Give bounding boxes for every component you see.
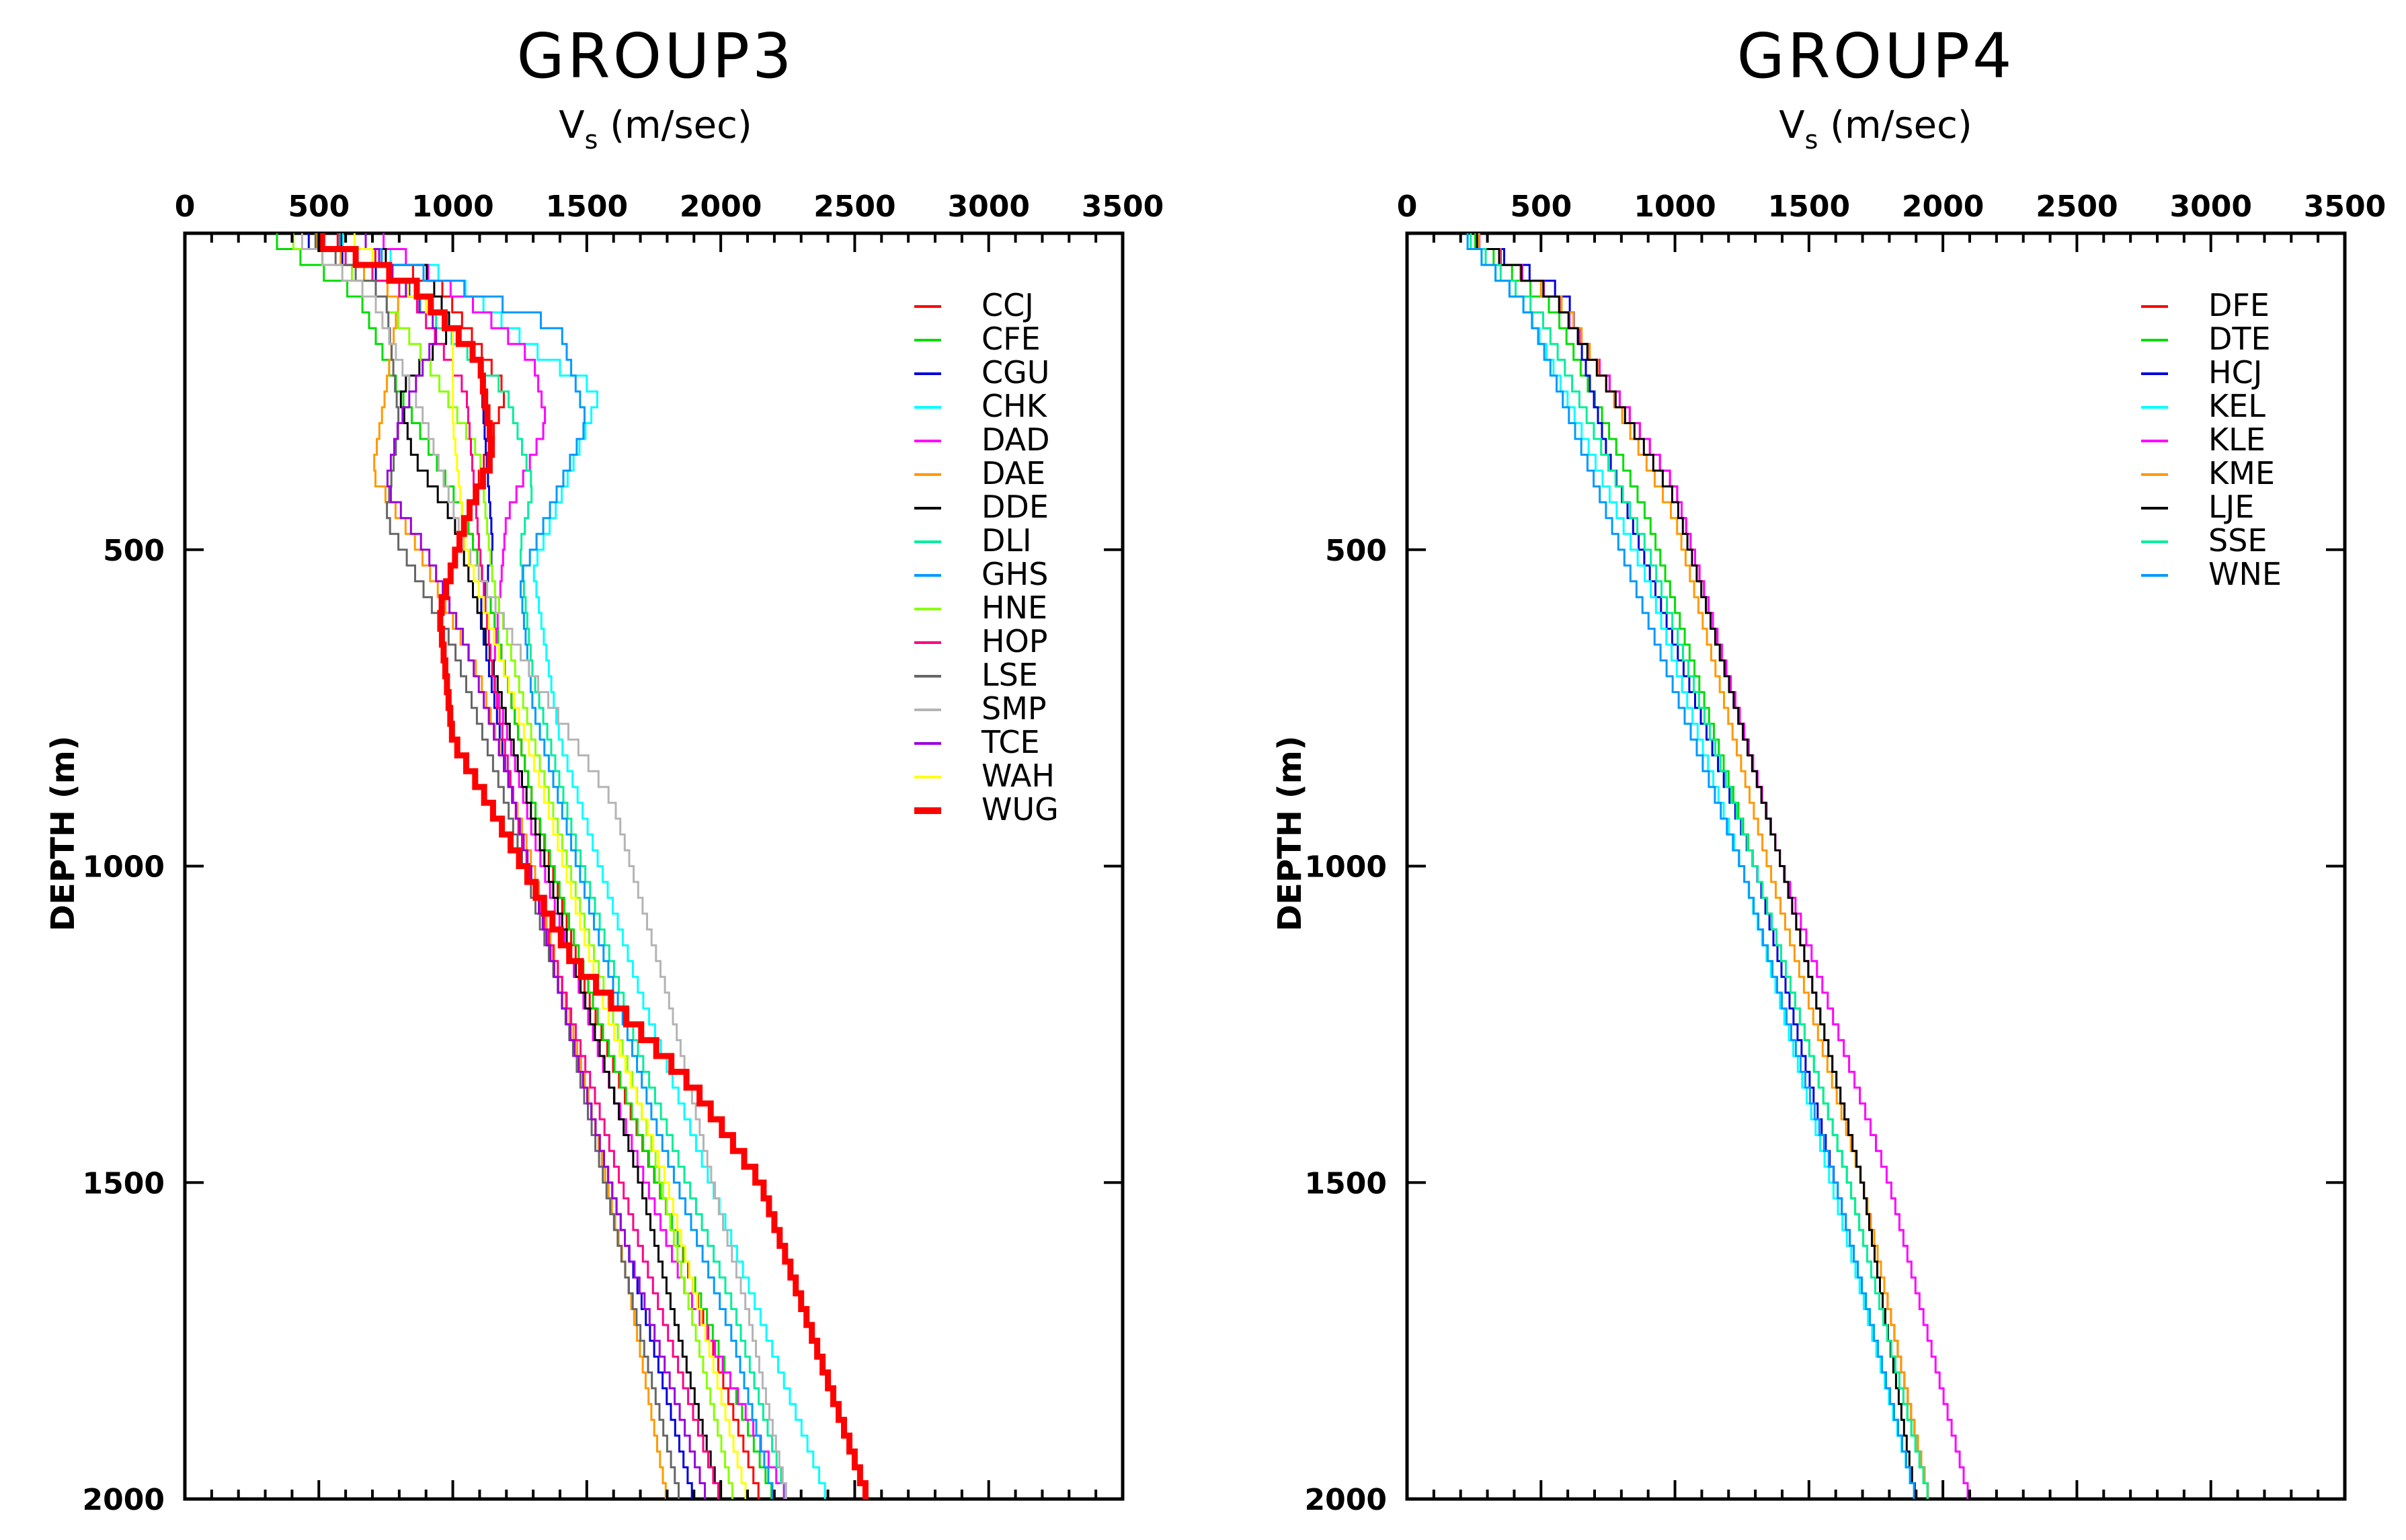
series-cfe [276, 233, 772, 1499]
series-wug [319, 233, 869, 1499]
x-tick-label: 2500 [813, 190, 895, 224]
legend-label-dad: DAD [981, 421, 1050, 458]
legend-label-sse: SSE [2208, 522, 2267, 559]
x-tick-label: 500 [288, 190, 350, 224]
legend-label-lse: LSE [981, 657, 1038, 693]
series-dfe [1478, 233, 1929, 1499]
series-smp [300, 233, 787, 1499]
y-axis-label: DEPTH (m) [44, 735, 82, 931]
legend-label-tce: TCE [981, 724, 1040, 760]
legend-label-wug: WUG [981, 791, 1059, 827]
series-lje [1476, 233, 1916, 1499]
legend-label-kle: KLE [2208, 421, 2265, 458]
x-tick-label: 1500 [546, 190, 628, 224]
legend-label-wah: WAH [981, 758, 1055, 794]
legend-label-chk: CHK [981, 388, 1048, 424]
x-tick-label: 3500 [1082, 190, 1164, 224]
legend-label-wne: WNE [2208, 556, 2282, 592]
y-tick-label: 2000 [1305, 1483, 1387, 1517]
legend-label-kme: KME [2208, 455, 2275, 491]
y-axis-label: DEPTH (m) [1271, 735, 1309, 931]
x-tick-label: 0 [175, 190, 196, 224]
series-dli [317, 233, 787, 1499]
y-tick-label: 1500 [1305, 1166, 1387, 1201]
series-layer [276, 233, 869, 1499]
legend-label-hne: HNE [981, 590, 1047, 626]
series-kme [1478, 233, 1929, 1499]
chart-title: GROUP4 [1737, 20, 2015, 92]
x-axis-label: Vs (m/sec) [559, 104, 752, 155]
legend-label-dli: DLI [981, 522, 1032, 559]
chart-group3: GROUP3 Vs (m/sec) DEPTH (m) 0 500 1000 1500… [44, 20, 1164, 1517]
series-hne [292, 233, 733, 1499]
series-ghs [338, 233, 774, 1499]
series-dde [340, 233, 720, 1499]
legend: CCJCFECGUCHKDADDAEDDEDLIGHSHNEHOPLSESMPT… [914, 287, 1059, 827]
x-tick-label: 3500 [2304, 190, 2386, 224]
x-tick-label: 0 [1397, 190, 1418, 224]
x-tick-label: 1500 [1768, 190, 1850, 224]
plot-frame [1405, 231, 2347, 1501]
series-wah [353, 233, 747, 1499]
x-tick-label: 2500 [2036, 190, 2118, 224]
series-sse [1470, 233, 1929, 1499]
series-dte [1474, 233, 1929, 1499]
y-tick-label: 500 [103, 534, 165, 568]
y-tick-label: 1500 [83, 1166, 165, 1201]
legend-label-ghs: GHS [981, 556, 1048, 592]
y-tick-label: 2000 [83, 1483, 165, 1517]
x-tick-label: 2000 [1902, 190, 1984, 224]
x-tick-label: 500 [1510, 190, 1572, 224]
x-tick-label: 1000 [1634, 190, 1716, 224]
legend-label-dfe: DFE [2208, 287, 2270, 323]
x-tick-label: 2000 [680, 190, 762, 224]
legend-label-ccj: CCJ [981, 287, 1034, 323]
x-tick-label: 1000 [411, 190, 493, 224]
x-tick-label: 3000 [947, 190, 1029, 224]
series-chk [342, 233, 826, 1499]
series-kle [1478, 233, 1969, 1499]
x-axis-label: Vs (m/sec) [1779, 104, 1972, 155]
chart-group4: GROUP4 Vs (m/sec) DEPTH (m) 0 500 1000 1500… [1271, 20, 2386, 1517]
legend-label-smp: SMP [981, 690, 1047, 727]
series-hcj [1478, 233, 1915, 1499]
legend-label-cfe: CFE [981, 321, 1041, 357]
legend-label-lje: LJE [2208, 489, 2254, 525]
chart-title: GROUP3 [517, 20, 795, 92]
legend-label-hcj: HCJ [2208, 354, 2262, 391]
legend-label-cgu: CGU [981, 354, 1049, 391]
y-tick-label: 500 [1325, 534, 1387, 568]
series-layer [1466, 233, 1969, 1499]
legend-label-hop: HOP [981, 623, 1048, 659]
ticks-layer: 0 500 1000 1500 2000 2500 3000 3500 500 1000 1500 2… [83, 190, 1164, 1517]
x-tick-label: 3000 [2169, 190, 2251, 224]
legend-label-kel: KEL [2208, 388, 2265, 424]
y-tick-label: 1000 [1305, 850, 1387, 885]
series-wne [1466, 233, 1915, 1499]
legend-label-dae: DAE [981, 455, 1045, 491]
legend-label-dte: DTE [2208, 321, 2271, 357]
ticks-layer: 0 500 1000 1500 2000 2500 3000 3500 500 1000 1500 2… [1305, 190, 2387, 1517]
legend-label-dde: DDE [981, 489, 1049, 525]
y-tick-label: 1000 [83, 850, 165, 885]
series-kel [1466, 233, 1915, 1499]
